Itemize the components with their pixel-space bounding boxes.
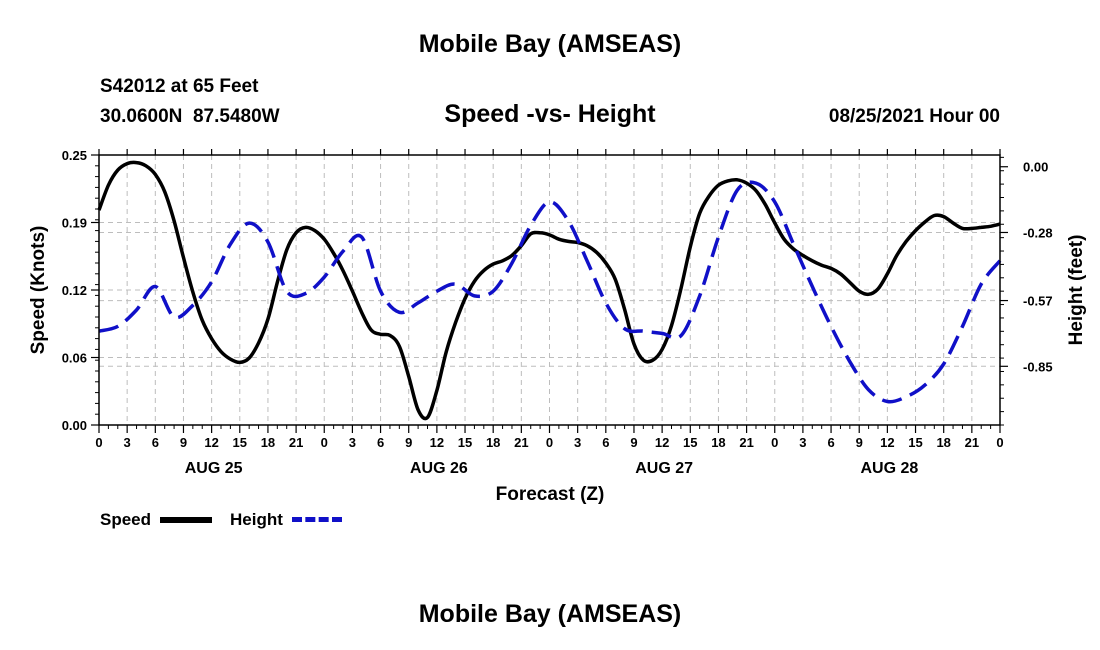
x-tick-label: 0 <box>321 435 328 450</box>
x-tick-label: 21 <box>514 435 528 450</box>
x-tick-label: 6 <box>602 435 609 450</box>
x-tick-label: 3 <box>349 435 356 450</box>
x-tick-label: 9 <box>630 435 637 450</box>
x-tick-label: 0 <box>546 435 553 450</box>
x-tick-label: 15 <box>233 435 247 450</box>
x-tick-label: 15 <box>908 435 922 450</box>
x-tick-label: 6 <box>377 435 384 450</box>
x-tick-label: 9 <box>405 435 412 450</box>
x-tick-label: 12 <box>430 435 444 450</box>
x-tick-label: 21 <box>965 435 979 450</box>
x-tick-label: 18 <box>261 435 275 450</box>
height-series-line <box>98 180 1002 404</box>
top-title: Mobile Bay (AMSEAS) <box>418 30 682 58</box>
bottom-title: Mobile Bay (AMSEAS) <box>418 600 682 628</box>
x-tick-label: 0 <box>95 435 102 450</box>
y-right-tick-label: -0.28 <box>1023 225 1053 240</box>
x-axis-title: Forecast (Z) <box>496 484 605 505</box>
x-tick-label: 12 <box>655 435 669 450</box>
legend-height-swatch <box>292 517 342 522</box>
legend-speed-swatch <box>160 517 212 523</box>
y-axis-right-title: Height (feet) <box>1066 235 1087 346</box>
x-tick-label: 21 <box>739 435 753 450</box>
y-right-tick-label: -0.57 <box>1023 294 1053 309</box>
y-axis-left-title: Speed (Knots) <box>28 226 49 355</box>
y-left-tick-label: 0.06 <box>62 351 87 366</box>
x-tick-label: 9 <box>856 435 863 450</box>
y-left-tick-label: 0.00 <box>62 418 87 433</box>
x-tick-label: 6 <box>152 435 159 450</box>
y-left-tick-label: 0.25 <box>62 148 87 163</box>
day-label: AUG 26 <box>410 460 468 477</box>
grid-layer <box>99 155 1000 425</box>
x-tick-label: 18 <box>936 435 950 450</box>
station-label: S42012 at 65 Feet <box>100 76 259 97</box>
speed-series-line <box>97 160 1001 421</box>
day-label: AUG 28 <box>860 460 918 477</box>
x-tick-label: 3 <box>574 435 581 450</box>
x-tick-label: 6 <box>827 435 834 450</box>
coordinates-label: 30.0600N 87.5480W <box>100 106 280 127</box>
x-tick-label: 0 <box>996 435 1003 450</box>
x-tick-label: 15 <box>458 435 472 450</box>
y-right-tick-label: 0.00 <box>1023 160 1048 175</box>
day-label: AUG 25 <box>185 460 243 477</box>
x-tick-label: 15 <box>683 435 697 450</box>
x-tick-label: 9 <box>180 435 187 450</box>
plot-frame <box>98 154 1001 426</box>
forecast-datetime: 08/25/2021 Hour 00 <box>828 106 1000 127</box>
plot-title: Speed -vs- Height <box>444 100 656 128</box>
x-tick-label: 3 <box>124 435 131 450</box>
x-tick-label: 0 <box>771 435 778 450</box>
series-layer <box>97 160 1002 421</box>
y-left-tick-label: 0.19 <box>62 216 87 231</box>
x-tick-label: 18 <box>486 435 500 450</box>
y-right-tick-label: -0.85 <box>1023 359 1053 374</box>
x-tick-label: 21 <box>289 435 303 450</box>
x-tick-label: 12 <box>204 435 218 450</box>
legend-speed-label: Speed <box>100 510 152 529</box>
legend-height-label: Height <box>230 510 283 529</box>
day-label: AUG 27 <box>635 460 693 477</box>
label-layer: 0 3 6 9 12 15 18 21 0 3 6 9 12 15 18 21 0 3 6 9 12 15 18 21 0 3 6 9… <box>62 148 1053 477</box>
y-left-tick-label: 0.12 <box>62 283 87 298</box>
x-tick-label: 18 <box>711 435 725 450</box>
x-tick-label: 3 <box>799 435 806 450</box>
x-tick-label: 12 <box>880 435 894 450</box>
